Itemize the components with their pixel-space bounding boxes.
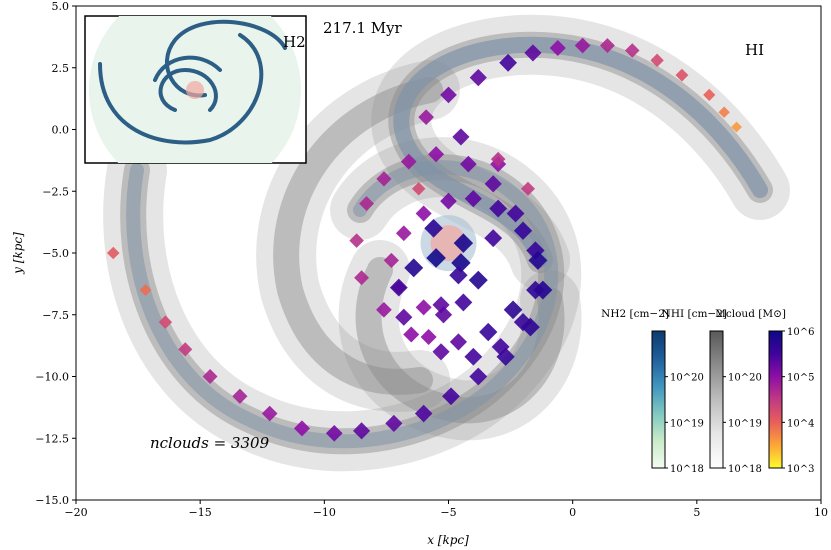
cloud-point (460, 155, 477, 173)
cloud-point (404, 258, 424, 278)
colorbar-label: Mcloud [M⊙] (715, 308, 786, 320)
x-tick-label: −5 (440, 506, 456, 519)
cloud-point (503, 300, 523, 320)
cloud-point (625, 43, 640, 58)
cloud-point (599, 38, 615, 53)
cloud-markers (106, 37, 742, 442)
cloud-point (574, 37, 591, 54)
x-tick-label: −15 (189, 506, 212, 519)
time-annotation: 217.1 Myr (323, 19, 403, 37)
colorbar-tick-label: 10^3 (787, 464, 814, 475)
x-tick-label: −10 (313, 506, 336, 519)
cloud-point (400, 153, 417, 170)
y-axis-label: y [kpc] (11, 232, 25, 275)
cloud-point (451, 253, 471, 273)
y-tick-label: 2.5 (52, 62, 70, 75)
colorbar-tick-label: 10^19 (670, 418, 704, 429)
cloud-point (428, 146, 445, 163)
cloud-point (353, 422, 371, 440)
cloud-point (376, 171, 392, 187)
cloud-point (178, 342, 193, 357)
y-tick-label: −12.5 (35, 432, 69, 445)
colorbars: NH2 [cm−2] 10^18 10^19 10^20 NHI [cm−2] 10^18… (601, 308, 814, 475)
hi-gas-map (103, 14, 790, 472)
colorbar-tick-label: 10^18 (670, 464, 704, 475)
colorbar-tick-label: 10^5 (787, 373, 814, 384)
y-tick-label: −7.5 (42, 309, 69, 322)
cloud-point (293, 420, 310, 437)
cloud-point (432, 296, 450, 314)
colorbar-label: NH2 [cm−2] (601, 308, 669, 320)
cloud-point (479, 322, 498, 342)
cloud-point (440, 192, 457, 210)
y-tick-label: −5.0 (42, 247, 69, 260)
colorbar-label: NHI [cm−2] (662, 308, 727, 320)
cloud-point (464, 190, 482, 208)
h2-arm (164, 19, 287, 98)
cloud-point (499, 53, 518, 72)
h2-arm (158, 67, 218, 112)
hi-arm-halo (256, 60, 460, 412)
cloud-point (385, 414, 403, 433)
h2-inset: H2 (84, 15, 307, 164)
cloud-point (490, 151, 506, 167)
x-axis: −20 −15 −10 −5 0 5 10 (64, 500, 828, 519)
inset-label: H2 (283, 33, 306, 51)
cloud-point (383, 252, 399, 269)
cloud-point (452, 128, 470, 146)
cloud-point (484, 175, 502, 193)
colorbar (709, 330, 724, 469)
cloud-point (202, 369, 218, 384)
colorbar-tick-label: 10^6 (787, 327, 814, 338)
colorbar-tick-label: 10^4 (787, 418, 814, 429)
cloud-point (376, 301, 392, 318)
cloud-point (650, 53, 664, 68)
x-tick-label: 10 (814, 506, 828, 519)
x-tick-label: 5 (693, 506, 700, 519)
y-tick-label: 5.0 (52, 0, 70, 13)
hi-arm (273, 77, 443, 395)
colorbar-tick-label: 10^20 (670, 373, 704, 384)
cloud-point (261, 405, 278, 422)
colorbar-tick-label: 10^20 (728, 373, 762, 384)
colorbar-tick-label: 10^18 (728, 464, 762, 475)
cloud-point (395, 225, 412, 242)
h2-arm (98, 33, 264, 145)
cloud-point (415, 205, 432, 222)
colorbar (651, 330, 666, 469)
y-tick-label: −2.5 (42, 185, 69, 198)
cloud-point (359, 196, 374, 212)
cloud-point (412, 182, 426, 196)
cloud-point (424, 218, 443, 238)
x-tick-label: 0 (569, 506, 576, 519)
cloud-point (468, 270, 488, 290)
colorbar-tick-label: 10^19 (728, 418, 762, 429)
hi-label: HI (745, 41, 764, 59)
cloud-point (415, 299, 432, 316)
cloud-point (395, 308, 413, 326)
y-tick-label: −10.0 (35, 371, 69, 384)
inset-bulge (186, 81, 204, 99)
cloud-point (232, 388, 248, 404)
y-tick-label: 0.0 (52, 124, 70, 137)
cloud-point (526, 280, 545, 300)
x-axis-label: x [kpc] (427, 533, 469, 547)
colorbar (768, 330, 783, 469)
cloud-point (449, 333, 468, 351)
cloud-point (349, 233, 364, 248)
x-tick-label: −20 (64, 506, 87, 519)
cloud-point (414, 404, 433, 423)
y-tick-label: −15.0 (35, 494, 69, 507)
outer-arm-core (126, 160, 559, 449)
h2-arm (153, 55, 222, 82)
n-clouds-annotation: nclouds = 3309 (150, 434, 270, 452)
cloud-point (432, 343, 450, 361)
cloud-point (453, 233, 474, 253)
y-axis: 5.0 2.5 0.0 −2.5 −5.0 −7.5 −10.0 −12.5 −15.0 (35, 0, 76, 507)
